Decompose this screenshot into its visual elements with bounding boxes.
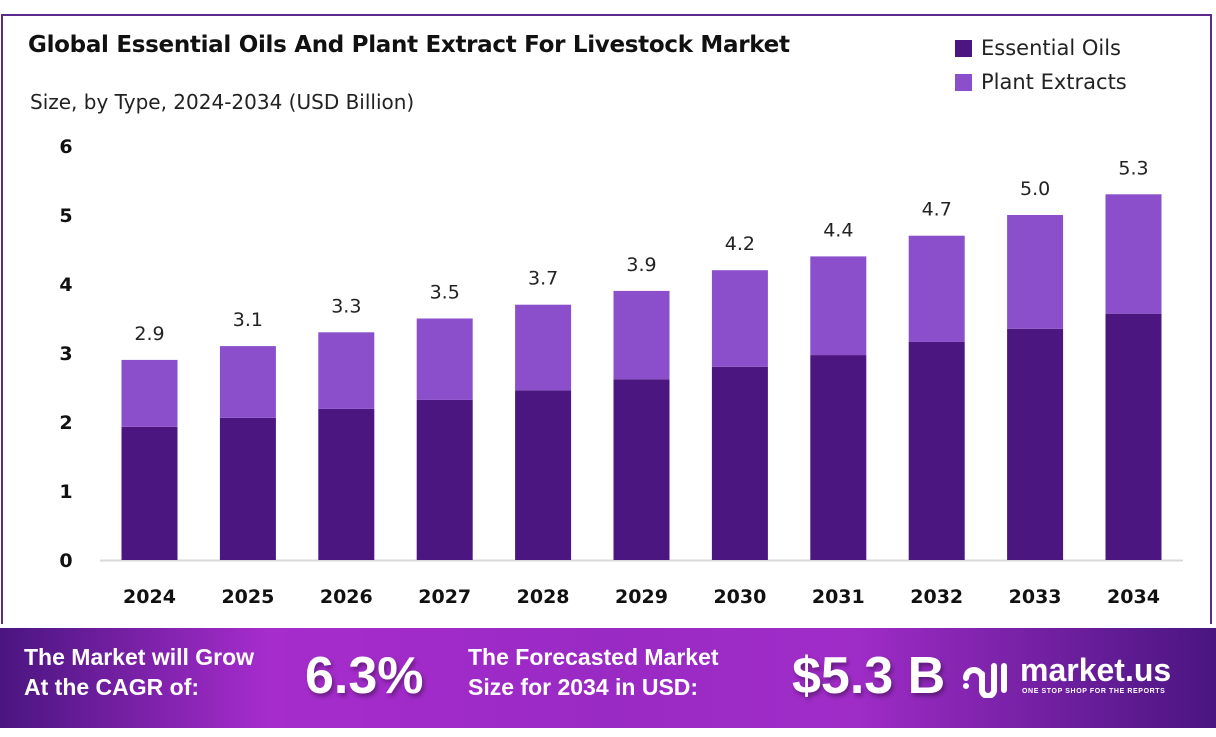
bar-plant-extracts-2029 — [613, 290, 670, 380]
logo-tagline: ONE STOP SHOP FOR THE REPORTS — [1022, 688, 1166, 695]
y-tick-label: 1 — [59, 481, 72, 503]
total-label-2031: 4.4 — [823, 219, 853, 241]
bar-plant-extracts-2034 — [1105, 194, 1162, 314]
total-label-2030: 4.2 — [725, 233, 755, 255]
forecast-value: $5.3 B — [792, 647, 946, 705]
cagr-label-line2: At the CAGR of: — [24, 674, 200, 700]
legend-swatch — [955, 73, 972, 91]
y-tick-label: 4 — [59, 274, 72, 296]
total-label-2029: 3.9 — [626, 254, 656, 276]
cagr-label-line1: The Market will Grow — [24, 644, 255, 670]
bar-essential-oils-2034 — [1105, 313, 1162, 560]
bar-essential-oils-2024 — [121, 426, 178, 560]
legend-item-plant-extracts: Plant Extracts — [955, 70, 1127, 94]
bar-plant-extracts-2031 — [810, 256, 867, 356]
bar-essential-oils-2032 — [908, 341, 965, 560]
total-label-2033: 5.0 — [1020, 178, 1050, 200]
cagr-label: The Market will Grow At the CAGR of: — [24, 642, 254, 702]
footer-banner: The Market will Grow At the CAGR of: 6.3… — [0, 628, 1216, 728]
bar-plant-extracts-2033 — [1007, 215, 1064, 329]
total-label-2024: 2.9 — [134, 323, 164, 345]
bar-essential-oils-2029 — [613, 379, 670, 560]
x-tick-label: 2030 — [713, 586, 766, 608]
y-tick-label: 6 — [59, 136, 72, 158]
bar-essential-oils-2027 — [416, 399, 473, 560]
market-us-logo-icon — [963, 663, 1007, 698]
legend-swatch — [955, 39, 972, 57]
forecast-label: The Forecasted Market Size for 2034 in U… — [468, 642, 719, 702]
bar-plant-extracts-2026 — [318, 332, 375, 409]
chart-subtitle: Size, by Type, 2024-2034 (USD Billion) — [30, 90, 415, 114]
total-label-2027: 3.5 — [430, 282, 460, 304]
x-tick-label: 2034 — [1107, 586, 1160, 608]
bar-essential-oils-2028 — [515, 390, 572, 560]
x-tick-label: 2031 — [812, 586, 865, 608]
x-tick-label: 2025 — [221, 586, 274, 608]
bar-plant-extracts-2024 — [121, 359, 178, 427]
legend-label: Essential Oils — [981, 36, 1121, 60]
bar-plant-extracts-2027 — [416, 318, 473, 400]
total-label-2025: 3.1 — [233, 309, 263, 331]
y-tick-label: 0 — [59, 550, 72, 572]
chart-plot: 0 1 2 3 4 5 6 2.9 2024 3.1 2025 3.3 2026 3.5 2027 3.7 20… — [59, 136, 1183, 608]
chart-title: Global Essential Oils And Plant Extract … — [28, 32, 790, 58]
x-tick-label: 2033 — [1009, 586, 1062, 608]
cagr-value: 6.3% — [305, 647, 424, 705]
bar-essential-oils-2033 — [1007, 328, 1064, 560]
x-tick-label: 2027 — [418, 586, 471, 608]
x-tick-label: 2032 — [910, 586, 963, 608]
legend-label: Plant Extracts — [981, 70, 1127, 94]
legend-item-essential-oils: Essential Oils — [955, 36, 1121, 60]
bar-plant-extracts-2028 — [515, 304, 572, 391]
forecast-label-line1: The Forecasted Market — [468, 644, 719, 670]
chart-frame — [1, 14, 1212, 624]
logo-name: market.us — [1020, 652, 1172, 688]
bar-plant-extracts-2032 — [908, 235, 965, 342]
bar-essential-oils-2030 — [711, 366, 768, 560]
bar-essential-oils-2031 — [810, 355, 867, 560]
bar-plant-extracts-2025 — [219, 346, 276, 418]
x-tick-label: 2029 — [615, 586, 668, 608]
forecast-label-line2: Size for 2034 in USD: — [468, 674, 699, 700]
bar-plant-extracts-2030 — [711, 270, 768, 367]
y-tick-label: 2 — [59, 412, 72, 434]
bar-essential-oils-2026 — [318, 408, 375, 560]
x-tick-label: 2024 — [123, 586, 176, 608]
bar-essential-oils-2025 — [219, 417, 276, 560]
total-label-2034: 5.3 — [1118, 157, 1148, 179]
total-label-2028: 3.7 — [528, 268, 558, 290]
y-tick-label: 3 — [59, 343, 72, 365]
x-tick-label: 2028 — [517, 586, 570, 608]
total-label-2026: 3.3 — [331, 295, 361, 317]
total-label-2032: 4.7 — [922, 199, 952, 221]
x-tick-label: 2026 — [320, 586, 373, 608]
y-tick-label: 5 — [59, 205, 72, 227]
